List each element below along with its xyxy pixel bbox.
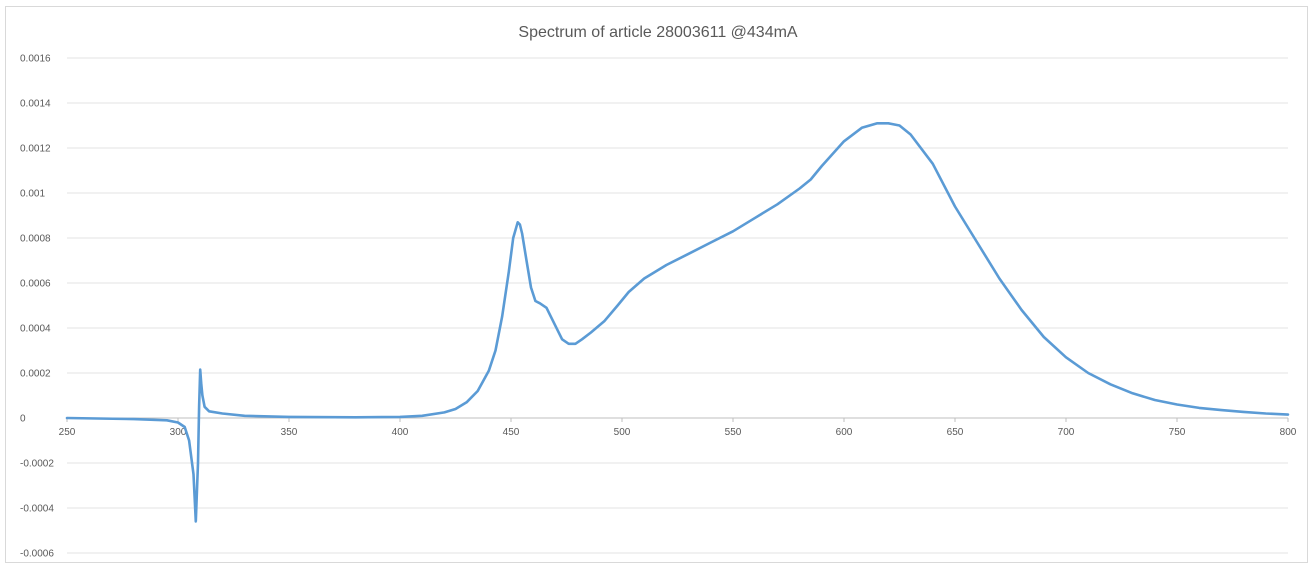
y-tick-label: -0.0004 bbox=[20, 504, 54, 515]
y-tick-label: 0.0014 bbox=[20, 99, 51, 110]
x-tick-label: 250 bbox=[59, 427, 76, 438]
y-tick-label: 0 bbox=[20, 414, 26, 425]
chart-title: Spectrum of article 28003611 @434mA bbox=[518, 24, 798, 41]
gridlines bbox=[67, 57, 1288, 554]
series-layer bbox=[65, 122, 1290, 523]
x-tick-label: 800 bbox=[1280, 427, 1297, 438]
x-tick-label: 650 bbox=[947, 427, 964, 438]
x-tick-label: 450 bbox=[503, 427, 520, 438]
y-tick-label: 0.0016 bbox=[20, 54, 51, 65]
x-tick-label: 500 bbox=[614, 427, 631, 438]
x-tick-label: 400 bbox=[392, 427, 409, 438]
x-tick-label: 700 bbox=[1058, 427, 1075, 438]
y-tick-label: 0.0006 bbox=[20, 279, 51, 290]
y-tick-label: -0.0002 bbox=[20, 459, 54, 470]
y-tick-label: 0.0012 bbox=[20, 144, 51, 155]
series-line-0 bbox=[65, 122, 1290, 523]
y-tick-label: 0.001 bbox=[20, 189, 45, 200]
chart-frame bbox=[5, 6, 1308, 563]
x-tick-label: 600 bbox=[836, 427, 853, 438]
y-tick-label: 0.0004 bbox=[20, 324, 51, 335]
y-tick-label: 0.0002 bbox=[20, 369, 51, 380]
x-tick-labels: 250 300 350 400 450 500 550 600 650 700 750 800 bbox=[59, 418, 1297, 438]
y-tick-label: 0.0008 bbox=[20, 234, 51, 245]
y-tick-labels: 0.0016 0.0014 0.0012 0.001 0.0008 0.0006 0.000… bbox=[20, 54, 54, 560]
y-tick-label: -0.0006 bbox=[20, 549, 54, 560]
x-tick-label: 300 bbox=[170, 427, 187, 438]
x-tick-label: 550 bbox=[725, 427, 742, 438]
x-tick-label: 350 bbox=[281, 427, 298, 438]
x-tick-label: 750 bbox=[1169, 427, 1186, 438]
